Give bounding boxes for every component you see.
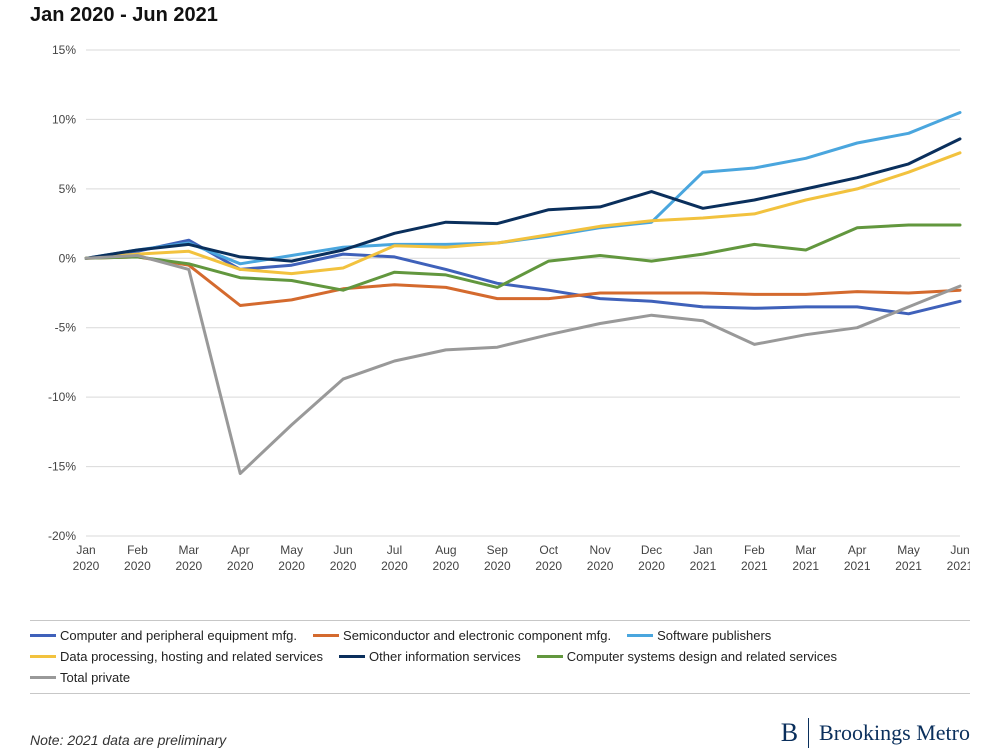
- legend-label: Software publishers: [657, 628, 771, 643]
- brookings-logo: B Brookings Metro: [781, 718, 970, 748]
- svg-text:Jan: Jan: [76, 543, 95, 557]
- svg-text:Mar: Mar: [795, 543, 816, 557]
- legend-item: Total private: [30, 670, 130, 685]
- legend-item: Computer systems design and related serv…: [537, 649, 837, 664]
- svg-text:2020: 2020: [330, 559, 357, 573]
- svg-text:2021: 2021: [844, 559, 871, 573]
- logo-divider: [808, 718, 809, 748]
- svg-text:2021: 2021: [741, 559, 768, 573]
- svg-text:Feb: Feb: [744, 543, 765, 557]
- svg-text:Jun: Jun: [333, 543, 352, 557]
- legend-swatch: [627, 634, 653, 637]
- legend-divider-top: [30, 620, 970, 621]
- svg-text:2021: 2021: [947, 559, 970, 573]
- legend-swatch: [30, 676, 56, 679]
- svg-text:2020: 2020: [278, 559, 305, 573]
- legend-label: Total private: [60, 670, 130, 685]
- logo-letter: B: [781, 718, 798, 748]
- svg-text:2020: 2020: [433, 559, 460, 573]
- legend-divider-bottom: [30, 693, 970, 694]
- svg-text:-5%: -5%: [55, 321, 77, 335]
- legend-item: Computer and peripheral equipment mfg.: [30, 628, 297, 643]
- svg-text:-15%: -15%: [48, 460, 76, 474]
- svg-text:Apr: Apr: [848, 543, 867, 557]
- logo-text: Brookings Metro: [819, 720, 970, 746]
- legend-label: Semiconductor and electronic component m…: [343, 628, 611, 643]
- svg-text:Oct: Oct: [539, 543, 558, 557]
- svg-text:Nov: Nov: [589, 543, 610, 557]
- svg-text:15%: 15%: [52, 43, 76, 57]
- svg-text:2021: 2021: [895, 559, 922, 573]
- svg-text:2020: 2020: [535, 559, 562, 573]
- svg-text:0%: 0%: [59, 251, 77, 265]
- svg-text:-10%: -10%: [48, 390, 76, 404]
- series-line: [86, 257, 960, 306]
- legend-swatch: [30, 655, 56, 658]
- svg-text:2021: 2021: [690, 559, 717, 573]
- legend-label: Computer and peripheral equipment mfg.: [60, 628, 297, 643]
- chart-title: Jan 2020 - Jun 2021: [30, 0, 970, 27]
- svg-text:2020: 2020: [124, 559, 151, 573]
- svg-text:Aug: Aug: [435, 543, 456, 557]
- legend-item: Software publishers: [627, 628, 771, 643]
- line-chart-svg: -20% -15% -10% -5% 0% 5% 10% 15% Jan 2020 Feb 2020 M…: [30, 30, 970, 590]
- legend-label: Data processing, hosting and related ser…: [60, 649, 323, 664]
- legend-swatch: [339, 655, 365, 658]
- svg-text:2020: 2020: [587, 559, 614, 573]
- svg-text:Feb: Feb: [127, 543, 148, 557]
- svg-text:Jan: Jan: [693, 543, 712, 557]
- svg-text:Sep: Sep: [487, 543, 509, 557]
- legend-label: Computer systems design and related serv…: [567, 649, 837, 664]
- svg-text:2020: 2020: [175, 559, 202, 573]
- svg-text:Mar: Mar: [178, 543, 199, 557]
- svg-text:-20%: -20%: [48, 529, 76, 543]
- svg-text:2020: 2020: [484, 559, 511, 573]
- legend-item: Other information services: [339, 649, 521, 664]
- svg-text:2020: 2020: [227, 559, 254, 573]
- svg-text:2021: 2021: [792, 559, 819, 573]
- svg-text:2020: 2020: [638, 559, 665, 573]
- svg-text:2020: 2020: [381, 559, 408, 573]
- chart-area: -20% -15% -10% -5% 0% 5% 10% 15% Jan 2020 Feb 2020 M…: [30, 30, 970, 590]
- svg-text:5%: 5%: [59, 182, 77, 196]
- svg-text:Jun: Jun: [950, 543, 969, 557]
- legend-swatch: [30, 634, 56, 637]
- svg-text:May: May: [897, 543, 920, 557]
- svg-text:Dec: Dec: [641, 543, 662, 557]
- svg-text:Apr: Apr: [231, 543, 250, 557]
- svg-text:10%: 10%: [52, 112, 76, 126]
- legend: Computer and peripheral equipment mfg. Se…: [30, 628, 970, 685]
- svg-text:2020: 2020: [73, 559, 100, 573]
- legend-swatch: [313, 634, 339, 637]
- svg-text:Jul: Jul: [387, 543, 402, 557]
- series-line: [86, 139, 960, 261]
- legend-item: Semiconductor and electronic component m…: [313, 628, 611, 643]
- legend-label: Other information services: [369, 649, 521, 664]
- footnote: Note: 2021 data are preliminary: [30, 732, 226, 748]
- legend-swatch: [537, 655, 563, 658]
- legend-item: Data processing, hosting and related ser…: [30, 649, 323, 664]
- svg-text:May: May: [280, 543, 303, 557]
